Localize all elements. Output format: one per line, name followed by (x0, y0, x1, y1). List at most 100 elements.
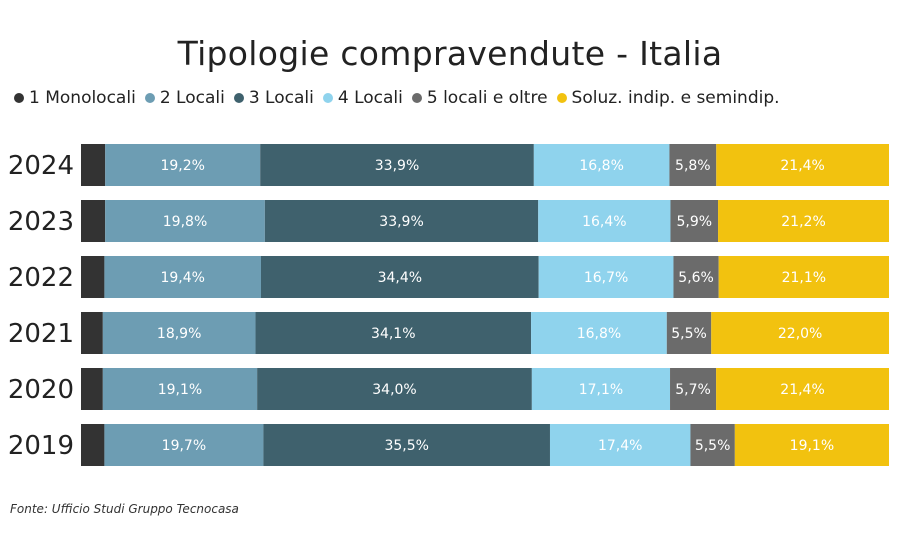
bar-segment (734, 424, 889, 466)
bar-segment (81, 312, 103, 354)
bar-row-2021: 2021 18,9% 34,1% 16,8% 5,5% 22,0% (8, 312, 889, 354)
data-label: 22,0% (778, 326, 822, 342)
bar-segment (102, 368, 258, 410)
bar-segment (81, 368, 103, 410)
data-label: 5,6% (678, 270, 714, 286)
bar-segment (718, 256, 889, 298)
year-label: 2020 (8, 375, 74, 405)
data-label: 16,8% (577, 326, 621, 342)
legend-label: 3 Locali (248, 88, 314, 108)
legend: 1 Monolocali 2 Locali 3 Locali 4 Locali 5 lo… (14, 88, 894, 108)
legend-dot-icon (556, 93, 567, 103)
data-label: 17,1% (579, 382, 623, 398)
bar-segment (531, 312, 667, 354)
data-label: 21,1% (782, 270, 826, 286)
bar-segment (104, 424, 264, 466)
bar-segment (538, 256, 674, 298)
bar-segment (670, 368, 717, 410)
data-label: 33,9% (379, 214, 423, 230)
data-label: 5,5% (695, 438, 731, 454)
year-label: 2024 (8, 151, 74, 181)
data-label: 34,4% (378, 270, 422, 286)
data-label: 34,0% (372, 382, 416, 398)
data-label: 16,7% (584, 270, 628, 286)
year-label: 2021 (8, 319, 74, 349)
bar-segment (263, 424, 550, 466)
source-note: Fonte: Ufficio Studi Gruppo Tecnocasa (10, 502, 239, 516)
data-label: 21,4% (780, 158, 824, 174)
data-label: 19,4% (160, 270, 204, 286)
bar-segment (718, 200, 889, 242)
bar-segment (673, 256, 719, 298)
bar-segment (81, 424, 105, 466)
legend-item-5: 5 locali e oltre (411, 88, 548, 108)
bar-segment (105, 144, 261, 186)
bar-segment (711, 312, 889, 354)
legend-dot-icon (14, 93, 24, 103)
data-label: 19,8% (163, 214, 207, 230)
data-label: 19,7% (162, 438, 206, 454)
bar-segment (102, 312, 256, 354)
data-label: 16,8% (579, 158, 623, 174)
bar-segment (538, 200, 671, 242)
bar-row-2020: 2020 19,1% 34,0% 17,1% 5,7% 21,4% (8, 368, 889, 410)
legend-label: 5 locali e oltre (426, 88, 548, 108)
legend-dot-icon (411, 93, 422, 103)
data-label: 18,9% (157, 326, 201, 342)
bar-segment (531, 368, 671, 410)
legend-item-6: Soluz. indip. e semindip. (556, 88, 780, 108)
bar-segment (81, 200, 106, 242)
data-label: 19,1% (790, 438, 834, 454)
data-label: 21,4% (780, 382, 824, 398)
bar-segment (81, 256, 105, 298)
bar-segment (716, 368, 889, 410)
bar-segment (264, 200, 539, 242)
bar-segment (81, 144, 106, 186)
data-label: 34,1% (371, 326, 415, 342)
bar-row-2024: 2024 19,2% 33,9% 16,8% 5,8% 21,4% (8, 144, 889, 186)
bar-segment (690, 424, 735, 466)
bar-segment (549, 424, 691, 466)
data-label: 21,2% (781, 214, 825, 230)
data-label: 16,4% (582, 214, 626, 230)
bar-segment (260, 144, 534, 186)
bar-row-2019: 2019 19,7% 35,5% 17,4% 5,5% 19,1% (8, 424, 889, 466)
data-label: 19,1% (158, 382, 202, 398)
chart-title: Tipologie compravendute - Italia (177, 34, 723, 73)
bar-segment (670, 200, 719, 242)
year-label: 2022 (8, 263, 74, 293)
bar-segment (666, 312, 712, 354)
legend-label: 1 Monolocali (29, 88, 136, 108)
data-label: 5,5% (671, 326, 707, 342)
bar-row-2023: 2023 19,8% 33,9% 16,4% 5,9% 21,2% (8, 200, 889, 242)
data-label: 5,7% (675, 382, 711, 398)
legend-item-4: 4 Locali (322, 88, 403, 108)
legend-dot-icon (144, 93, 155, 103)
data-label: 17,4% (598, 438, 642, 454)
legend-item-3: 3 Locali (233, 88, 314, 108)
bar-row-2022: 2022 19,4% 34,4% 16,7% 5,6% 21,1% (8, 256, 889, 298)
bar-segment (104, 256, 262, 298)
legend-item-2: 2 Locali (144, 88, 225, 108)
legend-dot-icon (233, 93, 244, 103)
legend-dot-icon (322, 93, 333, 103)
bar-segment (105, 200, 265, 242)
bar-segment (669, 144, 717, 186)
data-label: 5,8% (675, 158, 711, 174)
legend-label: 2 Locali (159, 88, 225, 108)
bar-segment (255, 312, 532, 354)
bar-segment (261, 256, 539, 298)
bar-segment (533, 144, 670, 186)
legend-item-1: 1 Monolocali (14, 88, 136, 108)
year-label: 2023 (8, 207, 74, 237)
year-label: 2019 (8, 431, 74, 461)
legend-label: Soluz. indip. e semindip. (571, 88, 780, 108)
bar-segment (257, 368, 532, 410)
data-label: 5,9% (676, 214, 712, 230)
data-label: 33,9% (375, 158, 419, 174)
legend-label: 4 Locali (337, 88, 403, 108)
data-label: 19,2% (160, 158, 204, 174)
bar-segment (716, 144, 889, 186)
data-label: 35,5% (384, 438, 428, 454)
